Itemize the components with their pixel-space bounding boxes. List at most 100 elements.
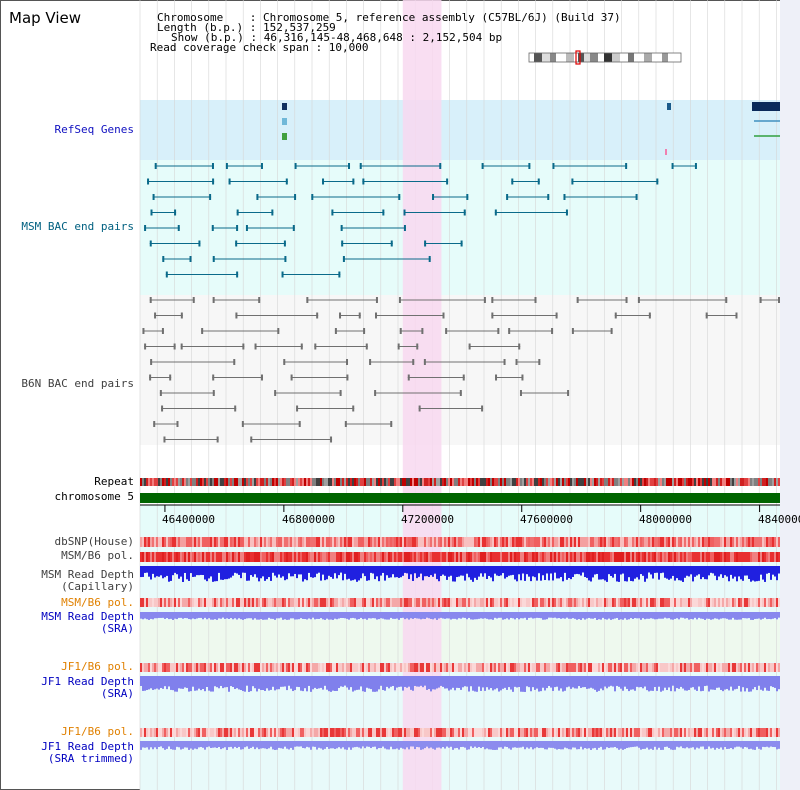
track-label-msm-b6-pol[interactable]: MSM/B6 pol. — [61, 549, 134, 562]
msm-b6-pol-cell — [772, 552, 774, 562]
jf1-b6-pol2-cell — [192, 728, 194, 737]
jf1-b6-pol2-cell — [272, 728, 274, 737]
jf1-trimmed-depth — [342, 741, 344, 748]
repeat-element — [590, 478, 592, 486]
msm-capillary-depth — [374, 566, 376, 580]
msm-b6-pol-cell — [764, 552, 766, 562]
track-label-msm-read-depth-capillary[interactable]: MSM Read Depth — [41, 568, 134, 581]
jf1-sra-depth — [752, 676, 754, 690]
dbsnp-cell — [274, 537, 276, 547]
jf1-b6-pol-cell — [216, 663, 218, 672]
dbsnp-cell — [606, 537, 608, 547]
jf1-b6-pol2-cell — [400, 728, 402, 737]
b6n-bac-pair-end — [142, 328, 145, 334]
jf1-b6-pol2-cell — [166, 728, 168, 737]
repeat-element — [420, 478, 422, 486]
jf1-trimmed-depth — [366, 741, 368, 747]
msm-sra-depth — [736, 612, 738, 620]
jf1-trimmed-depth — [744, 741, 746, 747]
jf1-sra-depth — [644, 676, 646, 687]
msm-b6-pol2-cell — [678, 598, 680, 607]
jf1-trimmed-depth — [464, 741, 466, 748]
repeat-element — [170, 478, 172, 486]
jf1-b6-pol2-cell — [516, 728, 518, 737]
jf1-sra-depth — [230, 676, 232, 687]
msm-bac-pair-end — [342, 256, 345, 262]
track-label-msm-bac[interactable]: MSM BAC end pairs — [21, 220, 134, 233]
track-label-jf1-read-depth-trimmed[interactable]: JF1 Read Depth — [41, 740, 134, 753]
msm-b6-pol2-cell — [652, 598, 654, 607]
jf1-b6-pol-cell — [452, 663, 454, 672]
msm-capillary-depth — [474, 566, 476, 578]
jf1-b6-pol2-cell — [730, 728, 732, 737]
msm-sra-depth — [504, 612, 506, 620]
dbsnp-cell — [410, 537, 412, 547]
dbsnp-cell — [516, 537, 518, 547]
msm-sra-depth — [532, 612, 534, 619]
msm-capillary-depth — [712, 566, 714, 574]
ideogram-band — [550, 53, 556, 62]
msm-b6-pol2-cell — [324, 598, 326, 607]
msm-capillary-depth — [680, 566, 682, 581]
track-label-dbsnp[interactable]: dbSNP(House) — [54, 535, 134, 548]
msm-b6-pol2-cell — [516, 598, 518, 607]
msm-sra-depth — [176, 612, 178, 620]
jf1-b6-pol-cell — [698, 663, 700, 672]
dbsnp-cell — [256, 537, 258, 547]
msm-b6-pol-cell — [726, 552, 728, 562]
jf1-b6-pol2-cell — [542, 728, 544, 737]
jf1-b6-pol2-cell — [262, 728, 264, 737]
msm-sra-depth — [414, 612, 416, 619]
track-label-jf1-b6-pol-2[interactable]: JF1/B6 pol. — [61, 725, 134, 738]
msm-capillary-depth — [704, 566, 706, 580]
track-label-jf1-b6-pol[interactable]: JF1/B6 pol. — [61, 660, 134, 673]
jf1-trimmed-depth — [692, 741, 694, 748]
msm-b6-pol-cell — [574, 552, 576, 562]
jf1-trimmed-depth — [472, 741, 474, 748]
dbsnp-cell — [684, 537, 686, 547]
msm-capillary-depth — [346, 566, 348, 580]
track-label-b6n-bac[interactable]: B6N BAC end pairs — [21, 377, 134, 390]
jf1-b6-pol2-cell — [340, 728, 342, 737]
jf1-trimmed-depth — [778, 741, 780, 749]
msm-sra-depth — [358, 612, 360, 620]
dbsnp-cell — [374, 537, 376, 547]
dbsnp-cell — [564, 537, 566, 547]
msm-b6-pol-cell — [356, 552, 358, 562]
track-label-repeat[interactable]: Repeat — [94, 475, 134, 488]
dbsnp-cell — [464, 537, 466, 547]
dbsnp-cell — [480, 537, 482, 547]
jf1-b6-pol2-cell — [750, 728, 752, 737]
track-label-refseq[interactable]: RefSeq Genes — [54, 123, 134, 136]
jf1-b6-pol2-cell — [548, 728, 550, 737]
msm-b6-pol2-cell — [406, 598, 408, 607]
msm-b6-pol2-cell — [280, 598, 282, 607]
dbsnp-cell — [370, 537, 372, 547]
jf1-b6-pol2-cell — [310, 728, 312, 737]
track-label-jf1-read-depth-sra[interactable]: JF1 Read Depth — [41, 675, 134, 688]
jf1-b6-pol2-cell — [496, 728, 498, 737]
msm-b6-pol2-cell — [498, 598, 500, 607]
msm-b6-pol2-cell — [410, 598, 412, 607]
msm-b6-pol2-cell — [656, 598, 658, 607]
msm-sra-depth — [574, 612, 576, 619]
repeat-element — [696, 478, 698, 486]
jf1-trimmed-depth — [552, 741, 554, 748]
repeat-element — [686, 478, 688, 486]
dbsnp-cell — [744, 537, 746, 547]
msm-capillary-depth — [490, 566, 492, 578]
jf1-sra-depth — [254, 676, 256, 689]
track-label-msm-b6-pol-2[interactable]: MSM/B6 pol. — [61, 596, 134, 609]
msm-b6-pol2-cell — [320, 598, 322, 607]
msm-b6-pol-cell — [206, 552, 208, 562]
msm-b6-pol2-cell — [144, 598, 146, 607]
msm-b6-pol2-cell — [712, 598, 714, 607]
msm-b6-pol-cell — [232, 552, 234, 562]
repeat-element — [198, 478, 200, 486]
track-label-msm-read-depth-sra[interactable]: MSM Read Depth — [41, 610, 134, 623]
dbsnp-cell — [302, 537, 304, 547]
msm-bac-pair-end — [390, 240, 393, 247]
msm-bac-pair-end — [162, 256, 165, 262]
b6n-bac-pair-end — [778, 297, 780, 303]
